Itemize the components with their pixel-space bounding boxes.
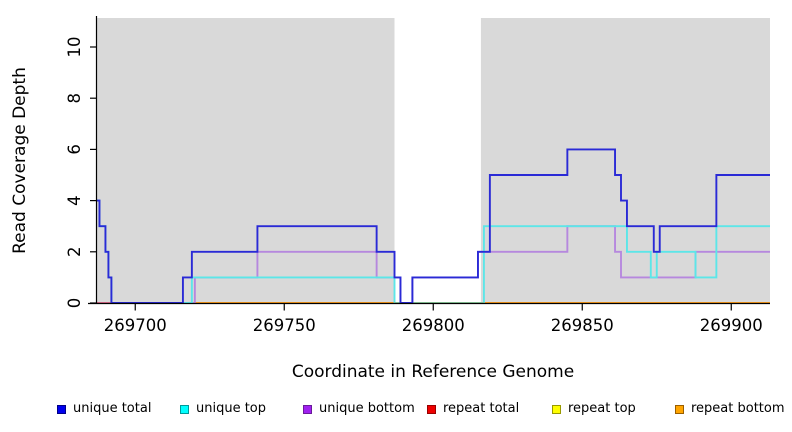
legend-label: repeat top [568, 401, 636, 416]
x-axis-title: Coordinate in Reference Genome [292, 362, 574, 382]
unique-total-swatch-icon [57, 404, 66, 414]
legend-label: repeat bottom [691, 401, 785, 416]
legend-item-repeat-top: repeat top [552, 399, 636, 419]
unique-bottom-swatch-icon [303, 404, 312, 414]
y-tick-label: 2 [65, 247, 84, 257]
legend-item-unique-bottom: unique bottom [303, 399, 415, 419]
repeat-top-swatch-icon [552, 404, 561, 414]
y-axis-title: Read Coverage Depth [10, 67, 30, 254]
highlight-band [394, 18, 481, 304]
repeat-bottom-swatch-icon [675, 404, 684, 414]
legend: unique total unique top unique bottom re… [0, 399, 792, 421]
legend-item-unique-top: unique top [180, 399, 266, 419]
y-tick-label: 10 [65, 37, 84, 58]
legend-label: unique bottom [319, 401, 415, 416]
legend-label: unique total [73, 401, 152, 416]
axes: 269700 269750 269800 269850 269900 0 2 4 6 8 10 [65, 16, 770, 335]
x-tick-label: 269750 [253, 316, 316, 335]
legend-item-unique-total: unique total [57, 399, 151, 419]
unique-top-swatch-icon [180, 404, 189, 414]
y-tick-label: 0 [65, 298, 84, 309]
y-tick-label: 6 [65, 144, 84, 155]
x-tick-label: 269700 [104, 316, 167, 335]
plot-panel [96, 18, 770, 304]
x-tick-label: 269800 [402, 316, 465, 335]
repeat-total-swatch-icon [427, 404, 436, 414]
legend-item-repeat-total: repeat total [427, 399, 519, 419]
x-tick-label: 269850 [551, 316, 614, 335]
legend-label: repeat total [443, 401, 520, 416]
x-tick-label: 269900 [700, 316, 763, 335]
legend-item-repeat-bottom: repeat bottom [675, 399, 785, 419]
legend-label: unique top [196, 401, 267, 416]
y-tick-label: 8 [65, 93, 84, 104]
y-tick-label: 4 [65, 195, 84, 206]
